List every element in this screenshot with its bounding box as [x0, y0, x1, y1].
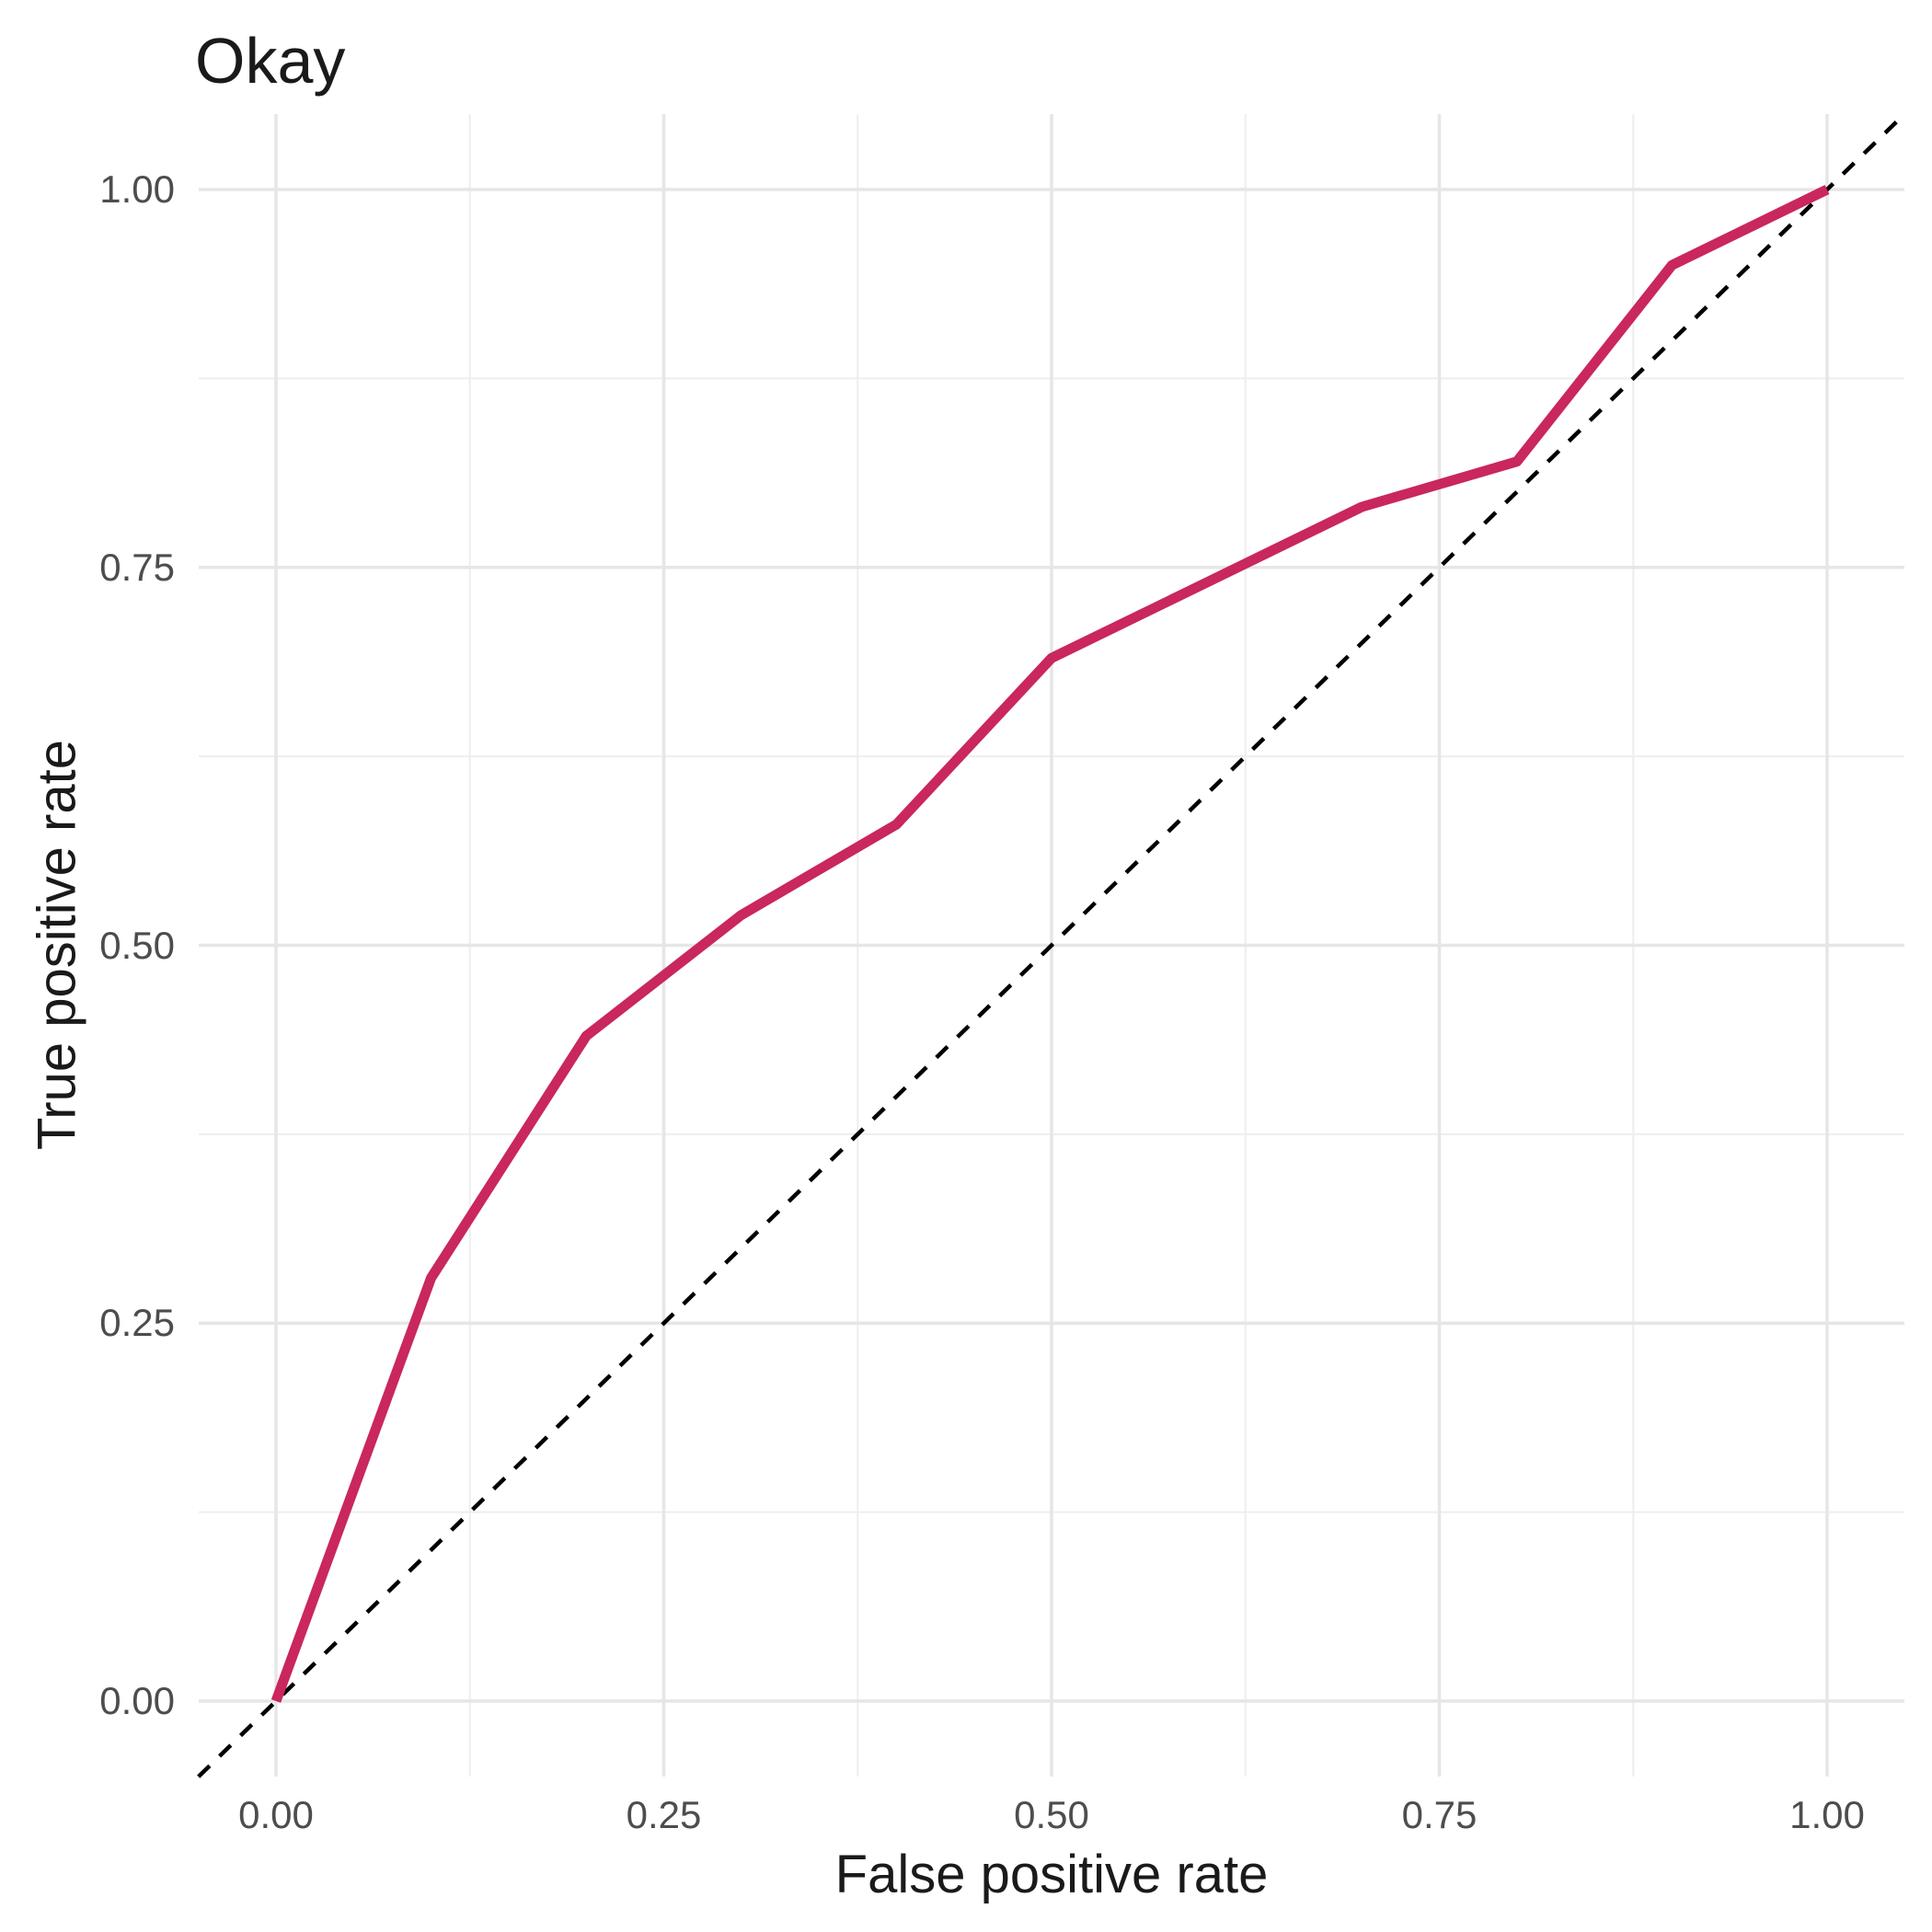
y-tick-label: 0.25	[99, 1301, 175, 1345]
y-tick-label: 0.75	[99, 545, 175, 589]
roc-curve-line	[270, 185, 1830, 1703]
x-tick-label: 1.00	[1789, 1793, 1865, 1836]
chance-diagonal-line	[197, 112, 1906, 1778]
x-tick-label: 0.50	[1014, 1793, 1089, 1836]
plot-title: Okay	[195, 25, 346, 97]
x-tick-label: 0.25	[626, 1793, 702, 1836]
x-axis-title: False positive rate	[834, 1845, 1269, 1904]
y-tick-label: 0.50	[99, 923, 175, 967]
major-gridlines	[199, 114, 1904, 1777]
y-tick-label: 0.00	[99, 1679, 175, 1722]
y-axis-title: True positive rate	[27, 740, 87, 1150]
x-tick-label: 0.75	[1401, 1793, 1478, 1836]
y-tick-label: 1.00	[99, 167, 175, 211]
x-tick-label: 0.00	[238, 1793, 314, 1836]
